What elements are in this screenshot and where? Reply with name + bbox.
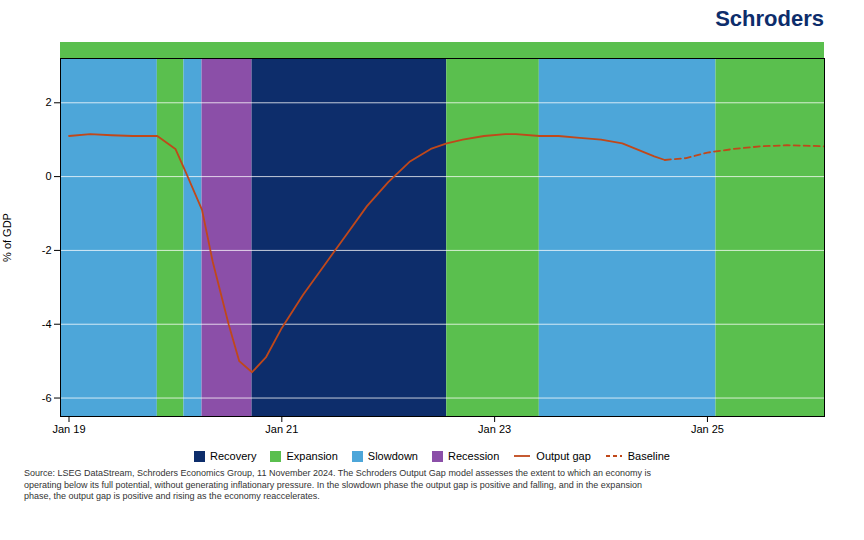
html-text:Expansion: Expansion <box>286 450 338 462</box>
svg-text:Jan 25: Jan 25 <box>691 423 724 435</box>
svg-text:2: 2 <box>45 96 51 108</box>
html-text:Recovery: Recovery <box>210 450 257 462</box>
svg-text:-2: -2 <box>42 244 52 256</box>
html-text:Baseline: Baseline <box>627 450 670 462</box>
svg-text:% of GDP: % of GDP <box>1 213 13 262</box>
svg-text:Jan 21: Jan 21 <box>265 423 298 435</box>
html-text:Source: LSEG DataStream, Schro: Source: LSEG DataStream, Schroders Econo… <box>24 468 651 502</box>
html-text:Output gap: Output gap <box>536 450 591 462</box>
html-text:Recession: Recession <box>448 450 500 462</box>
html-text:Slowdown: Slowdown <box>367 450 418 462</box>
svg-text:0: 0 <box>45 170 51 182</box>
svg-text:Jan 19: Jan 19 <box>52 423 85 435</box>
html-text:Schroders: Schroders <box>715 6 824 31</box>
svg-text:Jan 23: Jan 23 <box>478 423 511 435</box>
svg-text:-4: -4 <box>42 318 52 330</box>
svg-text:-6: -6 <box>42 392 52 404</box>
